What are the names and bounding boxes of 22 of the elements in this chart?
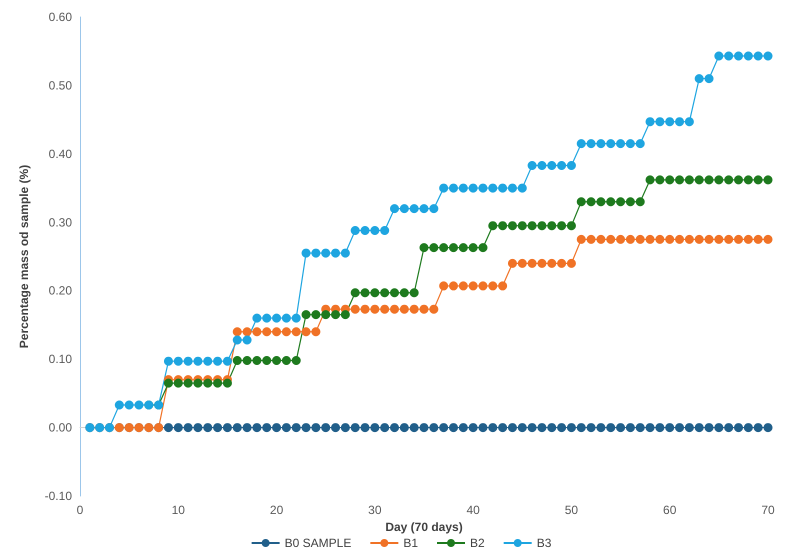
x-tick-label: 10	[172, 503, 186, 517]
y-tick-label: 0.40	[48, 146, 72, 161]
legend-label: B2	[470, 536, 486, 550]
y-tick-label: -0.10	[44, 489, 72, 503]
x-tick-label: 60	[663, 503, 677, 517]
y-tick-label: 0.60	[48, 10, 72, 24]
x-tick-label: 20	[270, 503, 284, 517]
x-tick-label: 50	[564, 503, 578, 517]
legend-label: B1	[403, 536, 418, 550]
x-tick-label: 30	[368, 503, 382, 517]
x-tick-label: 70	[761, 503, 775, 517]
x-tick-label: 0	[76, 503, 84, 517]
legend-label: B0 SAMPLE	[284, 536, 352, 550]
y-tick-label: 0.10	[48, 352, 72, 366]
x-tick-label: 40	[466, 503, 480, 517]
y-axis-title: Percentage mass od sample (%)	[17, 164, 31, 348]
y-tick-label: 0.50	[48, 78, 72, 92]
x-axis-title: Day (70 days)	[385, 520, 463, 534]
legend-label: B3	[536, 536, 552, 550]
y-tick-label: 0.00	[48, 420, 72, 435]
y-tick-label: 0.20	[48, 284, 72, 298]
y-tick-label: 0.30	[48, 215, 72, 230]
